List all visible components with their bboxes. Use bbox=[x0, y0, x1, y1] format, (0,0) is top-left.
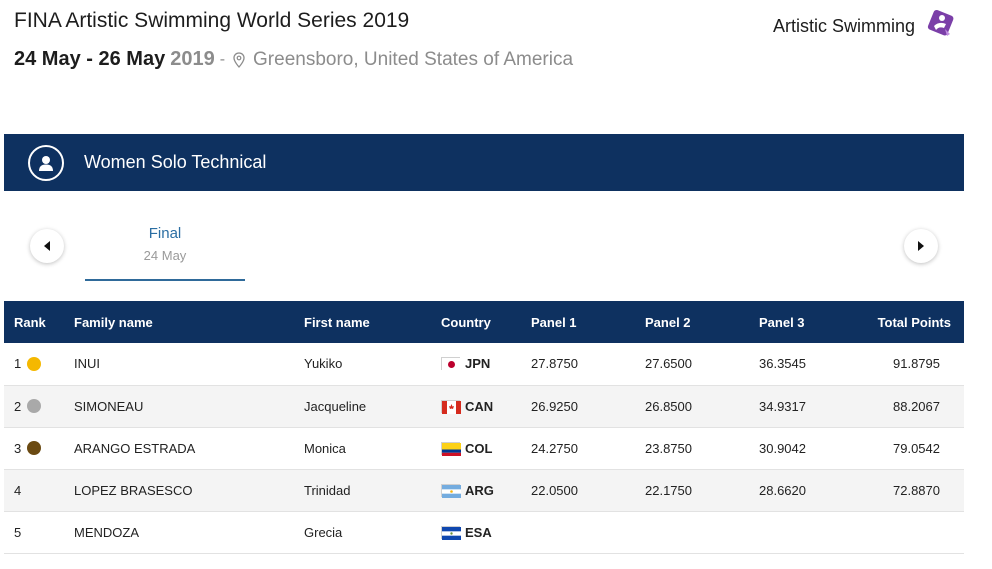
tab-final[interactable]: Final 24 May bbox=[85, 218, 245, 281]
cell-panel-3: 34.9317 bbox=[759, 398, 806, 414]
event-location: Greensboro, United States of America bbox=[253, 48, 574, 70]
tab-final-date: 24 May bbox=[143, 248, 187, 263]
rank-value: 2 bbox=[14, 398, 22, 414]
country-code: JPN bbox=[465, 356, 491, 372]
cell-first-name: Jacqueline bbox=[304, 398, 367, 414]
table-row[interactable]: 2 SIMONEAU Jacqueline CAN 26.9250 26.8500 34.9… bbox=[4, 385, 964, 427]
cell-family-name: SIMONEAU bbox=[74, 398, 144, 414]
location-pin-icon bbox=[233, 51, 245, 68]
cell-panel-1: 22.0500 bbox=[531, 482, 578, 498]
table-row[interactable]: 5 MENDOZA Grecia ESA bbox=[4, 511, 964, 553]
cell-total-points: 88.2067 bbox=[893, 398, 940, 414]
col-panel-1[interactable]: Panel 1 bbox=[531, 314, 577, 330]
cell-panel-1: 27.8750 bbox=[531, 356, 578, 372]
date-range: 24 May - 26 May bbox=[14, 48, 166, 70]
artistic-swimming-logo-icon bbox=[925, 9, 955, 44]
cell-total-points: 91.8795 bbox=[893, 356, 940, 372]
col-country[interactable]: Country bbox=[441, 314, 491, 330]
rank-value: 5 bbox=[14, 524, 22, 540]
cell-panel-1 bbox=[531, 511, 645, 553]
cell-panel-3: 30.9042 bbox=[759, 440, 806, 456]
flag-esa-icon bbox=[441, 525, 461, 540]
cell-panel-1: 24.2750 bbox=[531, 440, 578, 456]
cell-panel-2: 22.1750 bbox=[645, 482, 692, 498]
cell-total-points: 79.0542 bbox=[893, 440, 940, 456]
rank-value: 4 bbox=[14, 482, 22, 498]
country-code: COL bbox=[465, 440, 493, 456]
medal-silver-icon bbox=[27, 399, 42, 413]
cell-rank: 2 bbox=[4, 385, 74, 427]
cell-country: CAN bbox=[441, 385, 531, 427]
col-rank[interactable]: Rank bbox=[14, 314, 46, 330]
cell-panel-2 bbox=[645, 511, 759, 553]
cell-panel-1: 26.9250 bbox=[531, 398, 578, 414]
rank-value: 1 bbox=[14, 356, 22, 372]
cell-family-name: ARANGO ESTRADA bbox=[74, 440, 196, 456]
person-avatar-icon bbox=[28, 144, 64, 181]
cell-panel-2: 26.8500 bbox=[645, 398, 692, 414]
cell-rank: 5 bbox=[4, 511, 74, 553]
cell-total-points bbox=[859, 511, 964, 553]
table-row[interactable]: 4 LOPEZ BRASESCO Trinidad ARG 22.0500 22.1750… bbox=[4, 469, 964, 511]
table-row[interactable]: 1 INUI Yukiko JPN 27.8750 27.6500 36.3545 91.87… bbox=[4, 343, 964, 385]
cell-panel-2: 27.6500 bbox=[645, 356, 692, 372]
flag-can-icon bbox=[441, 399, 461, 414]
cell-total-points: 72.8870 bbox=[893, 482, 940, 498]
cell-rank: 4 bbox=[4, 469, 74, 511]
flag-arg-icon bbox=[441, 483, 461, 498]
flag-col-icon bbox=[441, 441, 461, 456]
col-panel-2[interactable]: Panel 2 bbox=[645, 314, 691, 330]
previous-phase-button[interactable] bbox=[30, 229, 64, 263]
cell-country: COL bbox=[441, 427, 531, 469]
rank-value: 3 bbox=[14, 440, 22, 456]
cell-panel-3: 36.3545 bbox=[759, 356, 806, 372]
cell-first-name: Trinidad bbox=[304, 482, 351, 498]
cell-country: ARG bbox=[441, 469, 531, 511]
competition-title: FINA Artistic Swimming World Series 2019 bbox=[14, 9, 410, 32]
date-year: 2019 bbox=[170, 48, 215, 70]
col-panel-3[interactable]: Panel 3 bbox=[759, 314, 805, 330]
country-code: ESA bbox=[465, 524, 492, 540]
arrow-left-icon bbox=[44, 241, 50, 251]
cell-rank: 3 bbox=[4, 427, 74, 469]
cell-family-name: LOPEZ BRASESCO bbox=[74, 482, 193, 498]
col-first-name[interactable]: First name bbox=[304, 314, 370, 330]
results-header-row: Rank Family name First name Country Pane… bbox=[4, 301, 964, 343]
cell-panel-3: 28.6620 bbox=[759, 482, 806, 498]
event-dates-location: 24 May - 26 May 2019 - Greensboro, Unite… bbox=[14, 48, 573, 71]
cell-panel-3 bbox=[759, 511, 859, 553]
cell-country: ESA bbox=[441, 511, 531, 553]
cell-country: JPN bbox=[441, 343, 531, 385]
sport-label: Artistic Swimming bbox=[772, 16, 915, 36]
event-name: Women Solo Technical bbox=[84, 152, 267, 172]
results-table: Rank Family name First name Country Pane… bbox=[4, 301, 964, 554]
cell-rank: 1 bbox=[4, 343, 74, 385]
sport-badge: Artistic Swimming bbox=[773, 9, 955, 44]
cell-first-name: Monica bbox=[304, 440, 346, 456]
cell-first-name: Grecia bbox=[304, 524, 343, 540]
next-phase-button[interactable] bbox=[904, 229, 938, 263]
cell-panel-2: 23.8750 bbox=[645, 440, 692, 456]
col-total-points[interactable]: Total Points bbox=[877, 314, 951, 330]
tab-final-label: Final bbox=[148, 225, 182, 242]
cell-first-name: Yukiko bbox=[304, 356, 343, 372]
country-code: ARG bbox=[465, 482, 494, 498]
cell-family-name: MENDOZA bbox=[74, 524, 139, 540]
flag-jpn-icon bbox=[441, 357, 461, 372]
cell-family-name: INUI bbox=[74, 356, 100, 372]
medal-gold-icon bbox=[27, 356, 42, 371]
event-header-bar: Women Solo Technical bbox=[4, 134, 964, 191]
arrow-right-icon bbox=[918, 241, 924, 251]
table-row[interactable]: 3 ARANGO ESTRADA Monica COL 24.2750 23.8750 30… bbox=[4, 427, 964, 469]
col-family-name[interactable]: Family name bbox=[74, 314, 153, 330]
country-code: CAN bbox=[465, 398, 494, 414]
date-separator: - bbox=[219, 50, 226, 68]
medal-bronze-icon bbox=[27, 441, 42, 455]
